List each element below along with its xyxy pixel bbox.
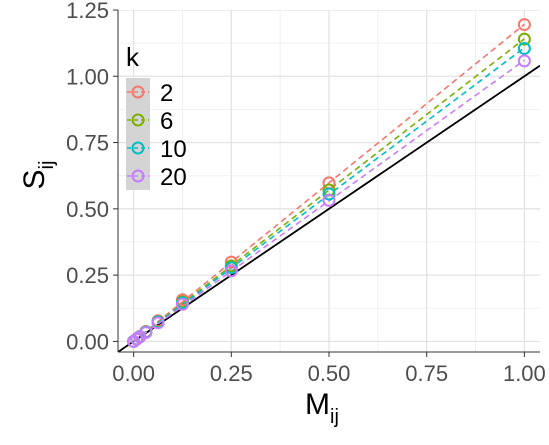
legend-key-background (126, 78, 150, 190)
trend-line-k-2 (133, 23, 525, 343)
legend-title: k (126, 42, 140, 72)
data-point-k-20 (151, 316, 165, 330)
data-point-k-2 (517, 18, 531, 32)
y-tick-label: 0.75 (66, 131, 109, 156)
data-point-k-10 (517, 41, 531, 55)
data-point-k-20 (322, 193, 336, 207)
data-point-k-10 (322, 187, 336, 201)
data-point-k-20 (130, 332, 144, 346)
data-point-k-20 (517, 54, 531, 68)
axes-layer: 0.00 0.25 0.50 0.75 1.00 0.00 0.25 0.50 0.75 1.00… (66, 0, 546, 386)
legend-label-k-2: 2 (160, 80, 173, 107)
legend-key-point-k-2 (131, 85, 145, 99)
trend-line-k-6 (133, 38, 525, 343)
legend-key-point-k-20 (131, 169, 145, 183)
y-tick-label: 0.50 (66, 197, 109, 222)
data-point-k-20 (175, 297, 189, 311)
data-point-k-2 (224, 255, 238, 269)
y-tick-label: 0.25 (66, 263, 109, 288)
data-point-k-20 (224, 264, 238, 278)
x-tick-label: 0.00 (112, 361, 155, 386)
legend-label-k-20: 20 (160, 164, 187, 191)
x-axis-title: Mij (305, 388, 339, 428)
data-points-layer (127, 18, 531, 348)
axis-titles: Mij Sij (18, 161, 339, 428)
x-tick-label: 1.00 (503, 361, 546, 386)
legend-label-k-6: 6 (160, 108, 173, 135)
data-point-k-20 (139, 326, 153, 340)
x-tick-label: 0.25 (210, 361, 253, 386)
x-tick-label: 0.50 (308, 361, 351, 386)
legend-key-point-k-6 (131, 113, 145, 127)
trend-line-k-20 (133, 59, 525, 343)
y-tick-label: 1.00 (66, 64, 109, 89)
y-tick-label: 0.00 (66, 329, 109, 354)
legend-label-k-10: 10 (160, 136, 187, 163)
y-tick-label: 1.25 (66, 0, 109, 23)
x-tick-label: 0.75 (405, 361, 448, 386)
legend-key-point-k-10 (131, 141, 145, 155)
data-point-k-6 (517, 32, 531, 46)
y-axis-title: Sij (18, 161, 58, 190)
